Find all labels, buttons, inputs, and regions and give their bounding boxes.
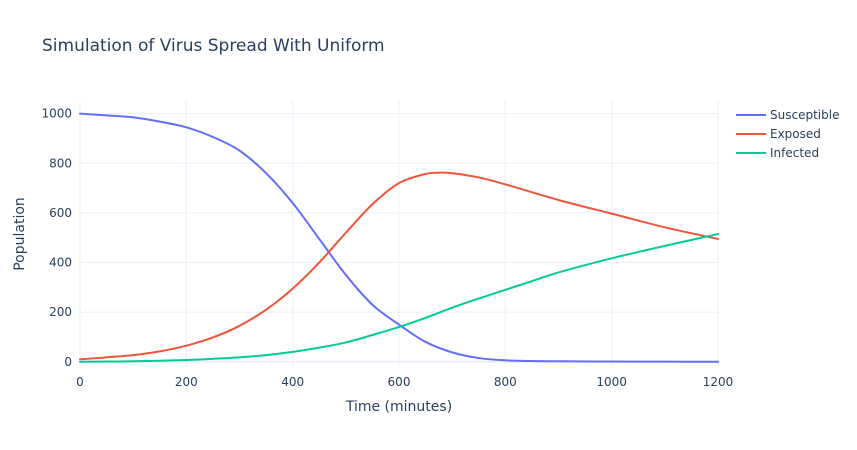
- x-tick-label: 0: [76, 375, 84, 389]
- x-tick-label: 1000: [596, 375, 627, 389]
- chart-title: Simulation of Virus Spread With Uniform: [42, 36, 385, 56]
- y-axis-ticks: 0 200 400 600 800 1000: [41, 107, 72, 369]
- series-line-infected[interactable]: [79, 233, 719, 363]
- x-tick-label: 400: [281, 375, 304, 389]
- y-tick-label: 1000: [41, 107, 72, 121]
- legend[interactable]: Susceptible Exposed Infected: [736, 108, 839, 160]
- legend-label: Susceptible: [770, 108, 839, 122]
- y-tick-label: 200: [49, 305, 72, 319]
- y-axis-title: Population: [12, 197, 28, 271]
- legend-item-infected[interactable]: Infected: [736, 146, 819, 160]
- legend-item-exposed[interactable]: Exposed: [736, 127, 821, 141]
- legend-item-susceptible[interactable]: Susceptible: [736, 108, 839, 122]
- y-tick-label: 800: [49, 156, 72, 170]
- series-line-exposed[interactable]: [79, 171, 719, 361]
- y-tick-label: 400: [49, 256, 72, 270]
- x-tick-label: 800: [494, 375, 517, 389]
- y-tick-label: 600: [49, 206, 72, 220]
- x-axis-title: Time (minutes): [345, 399, 452, 415]
- legend-label: Exposed: [770, 127, 821, 141]
- legend-label: Infected: [770, 146, 819, 160]
- x-axis-ticks: 0 200 400 600 800 1000 1200: [76, 375, 733, 389]
- y-tick-label: 0: [64, 355, 72, 369]
- x-tick-label: 600: [388, 375, 411, 389]
- x-tick-label: 1200: [703, 375, 734, 389]
- series-lines: [79, 112, 719, 363]
- x-tick-label: 200: [175, 375, 198, 389]
- series-line-susceptible[interactable]: [79, 112, 719, 363]
